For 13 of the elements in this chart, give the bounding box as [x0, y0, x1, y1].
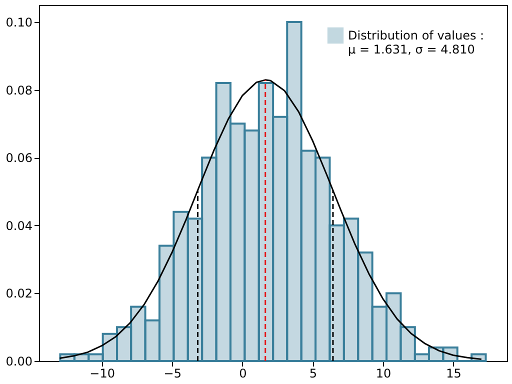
- x-tick-label: −5: [164, 366, 182, 380]
- y-tick-label: 0.06: [6, 151, 32, 166]
- x-tick-label: 10: [376, 366, 392, 380]
- y-tick-label: 0.08: [6, 83, 32, 98]
- y-tick-label: 0.02: [6, 286, 32, 301]
- y-tick-label: 0.00: [6, 354, 32, 368]
- x-tick-label: 0: [239, 366, 247, 380]
- legend-label: Distribution of values : μ = 1.631, σ = 4.810: [348, 28, 484, 56]
- x-tick-label: 5: [309, 366, 318, 380]
- y-tick-label: 0.10: [6, 15, 32, 30]
- x-tick-label: −10: [90, 366, 116, 380]
- y-tick-label: 0.04: [6, 218, 32, 233]
- x-tick-label: 15: [446, 366, 462, 380]
